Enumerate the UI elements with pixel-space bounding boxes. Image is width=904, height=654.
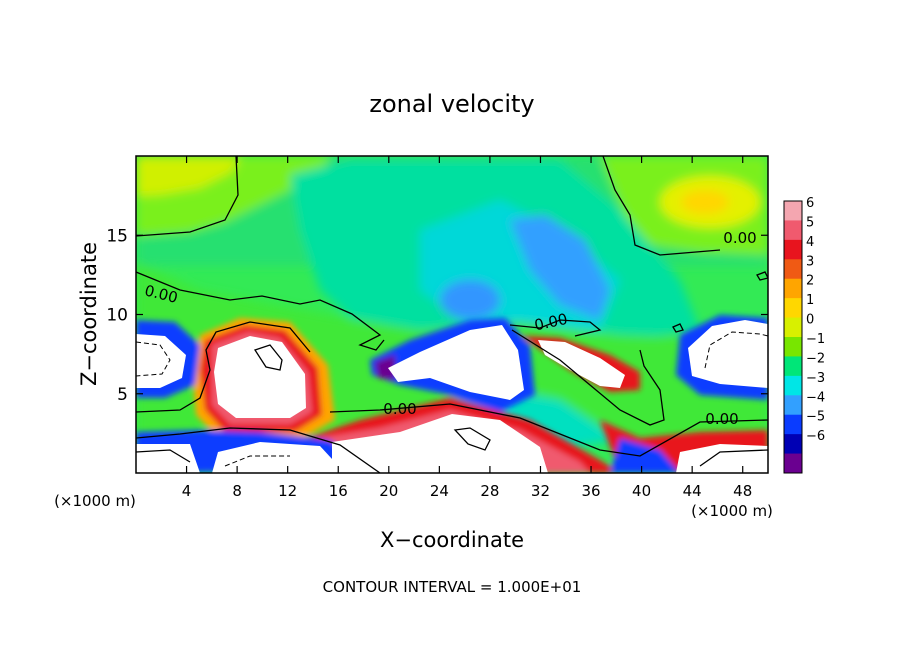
colorbar-swatch — [784, 434, 802, 455]
contour-zero-lowest — [136, 427, 381, 473]
x-tick-label: 28 — [480, 482, 499, 500]
x-tick-label: 36 — [581, 482, 600, 500]
contour-zero-upper-right — [602, 156, 721, 256]
contour-zero-center — [509, 319, 602, 337]
dashed-right — [704, 331, 768, 369]
colorbar-swatch — [784, 317, 802, 338]
contour-zero-mid — [136, 271, 385, 351]
x-tick-label: 4 — [182, 482, 192, 500]
colorbar: 6 5 4 3 2 1 0 −1 −2 −3 −4 −5 −6 — [783, 196, 825, 474]
bottom-mid-white-core — [212, 442, 345, 473]
colorbar-swatch — [784, 259, 802, 280]
colorbar-label: −6 — [806, 429, 825, 444]
colorbar-label: 6 — [806, 196, 814, 211]
contour-bottom-right-core — [699, 449, 768, 467]
colorbar-swatch — [784, 356, 802, 377]
right-white-core — [688, 320, 768, 388]
lower-right-blue-rim — [610, 438, 680, 473]
colorbar-swatch — [784, 337, 802, 357]
x-tick-label: 48 — [733, 482, 752, 500]
left-white-core — [214, 336, 306, 418]
colorbar-label: 2 — [806, 274, 814, 289]
y-tick-label: 10 — [106, 306, 128, 326]
left-edge-white-core — [136, 334, 186, 388]
contour-lines — [136, 156, 768, 473]
dashed-contours — [136, 331, 768, 467]
x-axis-ticks: 4 8 12 16 20 24 28 32 36 40 44 48 — [182, 156, 752, 500]
central-blue-streak — [510, 215, 610, 320]
x-tick-label: 40 — [632, 482, 651, 500]
central-blue-patch — [440, 280, 500, 320]
y-axis-ticks: 5 10 15 — [106, 226, 768, 405]
contour-zero-lower — [136, 321, 311, 413]
x-axis-label: X−coordinate — [380, 528, 524, 552]
center-white-core — [388, 325, 524, 400]
colorbar-label: −5 — [806, 410, 825, 425]
dashed-bottom-left — [224, 455, 290, 467]
colorbar-swatch — [784, 375, 802, 396]
colorbar-frame — [783, 200, 803, 474]
colorbar-label: 3 — [806, 254, 814, 269]
x-tick-label: 16 — [329, 482, 348, 500]
colorbar-label: 4 — [806, 235, 814, 250]
colorbar-swatch — [784, 453, 802, 474]
chart-title: zonal velocity — [369, 90, 534, 118]
x-tick-label: 8 — [232, 482, 242, 500]
y-axis-label: Z−coordinate — [77, 242, 101, 386]
x-units-right: (×1000 m) — [691, 502, 773, 520]
y-tick-label: 5 — [117, 385, 128, 405]
x-units-left: (×1000 m) — [54, 492, 136, 510]
colorbar-swatch — [784, 201, 802, 221]
colorbar-label: −3 — [806, 371, 825, 386]
center-purple-rim — [375, 355, 395, 380]
right-upper-white-core — [538, 340, 625, 388]
x-tick-label: 12 — [278, 482, 297, 500]
contour-label-upper-right: 0.00 — [723, 229, 756, 247]
colorbar-label: −1 — [806, 332, 825, 347]
x-tick-label: 44 — [683, 482, 702, 500]
colorbar-label: 1 — [806, 293, 814, 308]
colorbar-swatch — [784, 298, 802, 319]
contour-right-small-1 — [672, 323, 684, 333]
upper-left-yellow-core — [136, 156, 240, 196]
upper-right-yellow-peak — [681, 190, 729, 214]
velocity-field — [136, 156, 768, 473]
colorbar-label: −4 — [806, 390, 825, 405]
contour-bottom-core — [453, 427, 491, 451]
dashed-left-edge — [136, 341, 171, 377]
colorbar-swatch — [784, 395, 802, 416]
contour-right-small-2 — [756, 271, 768, 281]
colorbar-label: 0 — [806, 313, 814, 328]
contour-bottom-left-core — [136, 449, 191, 463]
contour-interval-footer: CONTOUR INTERVAL = 1.000E+01 — [323, 578, 582, 596]
colorbar-label: −2 — [806, 351, 825, 366]
colorbar-swatch — [784, 278, 802, 299]
colorbar-swatch — [784, 414, 802, 435]
x-tick-label: 32 — [531, 482, 550, 500]
x-tick-label: 20 — [379, 482, 398, 500]
x-tick-label: 24 — [430, 482, 449, 500]
contour-left-core — [253, 344, 283, 371]
contour-label-bottom: 0.00 — [383, 400, 416, 418]
bottom-white-core — [332, 414, 548, 473]
colorbar-swatch — [784, 239, 802, 260]
contour-zero-bottom — [329, 403, 768, 457]
contour-zero-upper-left — [136, 156, 239, 237]
colorbar-swatch — [784, 220, 802, 241]
contour-label-right: 0.00 — [705, 410, 738, 428]
colorbar-label: 5 — [806, 215, 814, 230]
contour-zero-right — [511, 329, 665, 426]
y-tick-label: 15 — [106, 226, 128, 246]
bottom-left-white-core — [136, 444, 200, 473]
